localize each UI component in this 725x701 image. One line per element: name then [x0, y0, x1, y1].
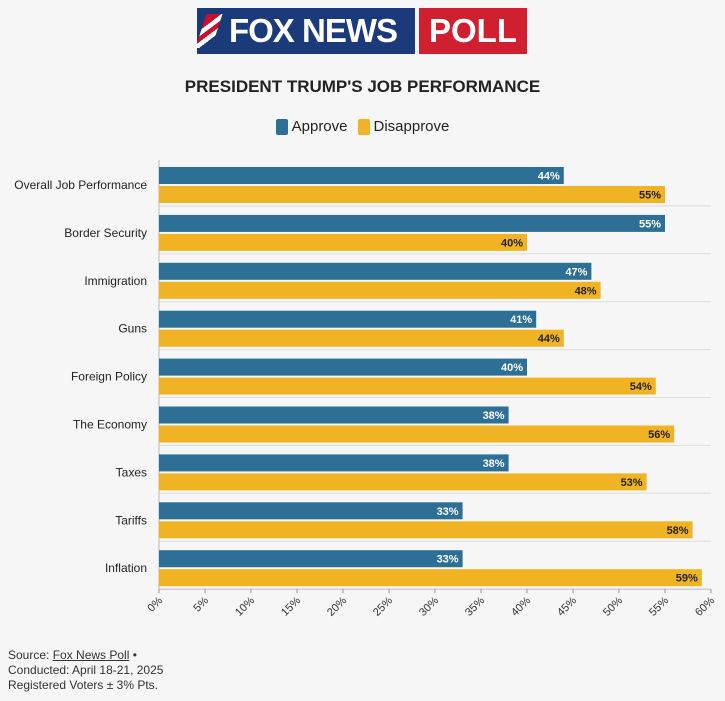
bar-approve	[159, 502, 463, 520]
legend-item-approve: Approve	[275, 118, 348, 135]
legend-label-approve: Approve	[291, 118, 348, 135]
bar-disapprove	[159, 377, 656, 395]
category-label: Immigration	[84, 274, 147, 288]
data-label-approve: 41%	[510, 314, 532, 326]
x-tick-label: 5%	[191, 595, 211, 615]
fox-news-poll-logo: FOX NEWS POLL	[197, 8, 527, 54]
category-label: The Economy	[73, 418, 147, 432]
bar-approve	[159, 167, 564, 184]
bar-chart: Overall Job Performance 44% 55% Border Secu…	[14, 160, 717, 619]
logo-brand: FOX NEWS	[197, 8, 415, 54]
data-label-disapprove: 59%	[676, 573, 698, 585]
data-label-approve: 38%	[483, 410, 505, 422]
data-label-disapprove: 58%	[667, 525, 689, 537]
bar-approve	[159, 310, 537, 328]
bar-disapprove	[159, 473, 647, 491]
conducted-dates: Conducted: April 18-21, 2025	[8, 663, 164, 677]
bar-approve	[159, 454, 509, 472]
data-label-disapprove: 55%	[639, 190, 661, 202]
bar-disapprove	[159, 186, 665, 203]
chart-legend: Approve Disapprove	[0, 118, 725, 135]
bar-disapprove	[159, 233, 527, 251]
logo-poll: POLL	[419, 8, 527, 54]
x-tick-label: 15%	[279, 595, 303, 619]
x-tick-label: 25%	[371, 595, 395, 619]
data-label-disapprove: 48%	[575, 285, 597, 297]
x-tick-label: 55%	[647, 595, 671, 619]
source-suffix: •	[129, 648, 137, 662]
x-tick-label: 60%	[693, 595, 717, 619]
category-label: Tariffs	[115, 513, 147, 527]
bar-approve	[159, 262, 592, 280]
data-label-approve: 40%	[501, 362, 523, 374]
data-label-approve: 47%	[565, 266, 587, 278]
category-label: Overall Job Performance	[14, 178, 147, 192]
data-label-approve: 44%	[538, 171, 560, 183]
data-label-disapprove: 40%	[501, 237, 523, 249]
x-tick-label: 10%	[233, 595, 257, 619]
data-label-approve: 38%	[483, 458, 505, 470]
x-tick-label: 50%	[601, 595, 625, 619]
source-link[interactable]: Fox News Poll	[52, 648, 130, 662]
bar-approve	[159, 550, 463, 568]
bar-disapprove	[159, 521, 693, 539]
bar-disapprove	[159, 329, 564, 347]
bar-disapprove	[159, 569, 702, 587]
data-label-disapprove: 54%	[630, 381, 652, 393]
x-tick-label: 45%	[555, 595, 579, 619]
category-label: Foreign Policy	[71, 370, 147, 384]
bar-disapprove	[159, 425, 675, 443]
source-line: Source: Fox News Poll •	[8, 648, 163, 663]
bar-approve	[159, 358, 527, 376]
data-label-disapprove: 56%	[648, 429, 670, 441]
x-tick-label: 20%	[325, 595, 349, 619]
x-tick-label: 0%	[145, 595, 165, 615]
bar-disapprove	[159, 281, 601, 299]
data-label-approve: 33%	[437, 554, 459, 566]
data-label-approve: 33%	[437, 506, 459, 518]
x-tick-label: 35%	[463, 595, 487, 619]
category-label: Taxes	[116, 465, 147, 479]
data-label-disapprove: 44%	[538, 333, 560, 345]
bar-approve	[159, 406, 509, 424]
source-prefix: Source:	[8, 648, 53, 662]
legend-label-disapprove: Disapprove	[373, 118, 450, 135]
legend-item-disapprove: Disapprove	[357, 118, 450, 135]
chart-title: PRESIDENT TRUMP'S JOB PERFORMANCE	[184, 77, 541, 96]
voters-margin: Registered Voters ± 3% Pts.	[8, 678, 158, 692]
x-tick-label: 40%	[509, 595, 533, 619]
category-label: Guns	[118, 322, 147, 336]
legend-swatch-disapprove	[357, 118, 370, 135]
legend-swatch-approve	[275, 118, 288, 135]
data-label-disapprove: 53%	[621, 477, 643, 489]
category-label: Border Security	[64, 226, 147, 240]
bar-approve	[159, 214, 665, 232]
category-label: Inflation	[105, 561, 147, 575]
footer: Source: Fox News Poll • Conducted: April…	[8, 648, 163, 693]
data-label-approve: 55%	[639, 218, 661, 230]
x-tick-label: 30%	[417, 595, 441, 619]
